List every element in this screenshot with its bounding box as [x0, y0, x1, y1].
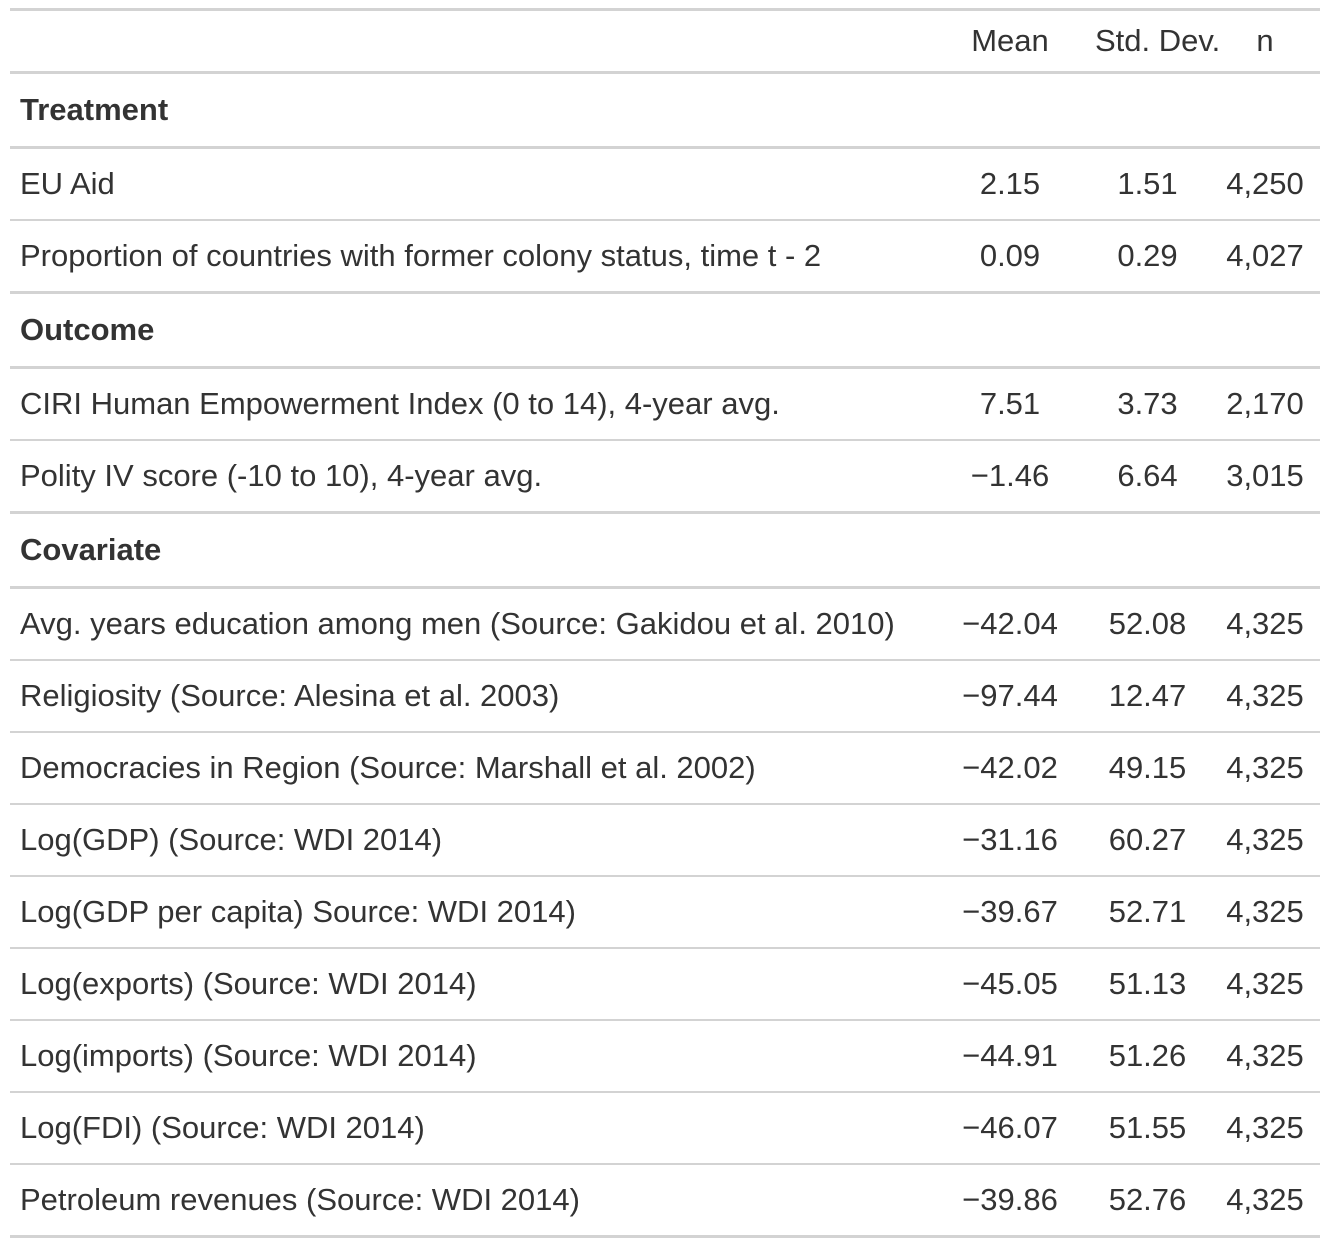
- table-row: Log(GDP per capita) Source: WDI 2014) −3…: [10, 875, 1320, 948]
- row-mean: −1.46: [935, 439, 1085, 514]
- table-row: Proportion of countries with former colo…: [10, 219, 1320, 294]
- summary-statistics-table: Mean Std. Dev. n Treatment EU Aid 2.15 1…: [10, 8, 1320, 1238]
- table-row: EU Aid 2.15 1.51 4,250: [10, 148, 1320, 221]
- row-std-dev: 6.64: [1085, 439, 1210, 514]
- row-mean: −42.02: [935, 731, 1085, 804]
- row-std-dev: 52.08: [1108, 606, 1187, 641]
- row-std-dev: 0.29: [1085, 219, 1210, 294]
- summary-statistics-table-container: Mean Std. Dev. n Treatment EU Aid 2.15 1…: [10, 8, 1320, 1238]
- row-label: EU Aid: [20, 166, 115, 201]
- row-std-dev: 60.27: [1085, 803, 1210, 876]
- group-label: Outcome: [20, 312, 155, 347]
- row-label: Religiosity (Source: Alesina et al. 2003…: [10, 659, 935, 732]
- row-n: 4,027: [1210, 219, 1320, 294]
- group-row-outcome: Outcome: [10, 293, 1320, 368]
- row-std-dev: 52.71: [1085, 875, 1210, 948]
- row-std-dev: 51.26: [1085, 1019, 1210, 1092]
- row-n: 4,325: [1210, 1163, 1320, 1238]
- group-row-covariate: Covariate: [10, 513, 1320, 588]
- row-std-dev: 52.76: [1085, 1163, 1210, 1238]
- row-label: Log(GDP) (Source: WDI 2014): [10, 803, 935, 876]
- row-mean: −31.16: [935, 803, 1085, 876]
- row-mean: 7.51: [979, 386, 1041, 421]
- row-mean: −42.04: [962, 606, 1058, 641]
- row-mean: −39.86: [935, 1163, 1085, 1238]
- row-mean: −44.91: [935, 1019, 1085, 1092]
- row-std-dev: 12.47: [1085, 659, 1210, 732]
- row-mean: 0.09: [935, 219, 1085, 294]
- table-row: Log(FDI) (Source: WDI 2014) −46.07 51.55…: [10, 1091, 1320, 1164]
- table-row: Religiosity (Source: Alesina et al. 2003…: [10, 659, 1320, 732]
- row-n: 2,170: [1226, 386, 1304, 421]
- row-n: 4,325: [1226, 606, 1304, 641]
- header-std-dev: Std. Dev.: [1095, 23, 1221, 58]
- table-row: Log(exports) (Source: WDI 2014) −45.05 5…: [10, 947, 1320, 1020]
- row-label: Log(imports) (Source: WDI 2014): [10, 1019, 935, 1092]
- header-label: [10, 10, 935, 73]
- row-n: 4,325: [1210, 947, 1320, 1020]
- row-n: 4,325: [1210, 1091, 1320, 1164]
- row-mean: −45.05: [935, 947, 1085, 1020]
- row-label: Proportion of countries with former colo…: [10, 219, 935, 294]
- row-mean: 2.15: [979, 166, 1041, 201]
- table-row: Democracies in Region (Source: Marshall …: [10, 731, 1320, 804]
- group-row-treatment: Treatment: [10, 73, 1320, 148]
- table-row: Avg. years education among men (Source: …: [10, 588, 1320, 661]
- table-row: Polity IV score (-10 to 10), 4-year avg.…: [10, 439, 1320, 514]
- group-label: Treatment: [20, 92, 169, 127]
- row-n: 4,325: [1210, 731, 1320, 804]
- row-n: 4,325: [1210, 659, 1320, 732]
- header-row: Mean Std. Dev. n: [10, 9, 1320, 73]
- row-label: Petroleum revenues (Source: WDI 2014): [10, 1163, 935, 1238]
- row-mean: −39.67: [935, 875, 1085, 948]
- row-mean: −97.44: [935, 659, 1085, 732]
- row-label: Log(exports) (Source: WDI 2014): [10, 947, 935, 1020]
- row-std-dev: 1.51: [1117, 166, 1178, 201]
- row-label: Log(FDI) (Source: WDI 2014): [10, 1091, 935, 1164]
- row-n: 4,325: [1210, 803, 1320, 876]
- group-label: Covariate: [20, 532, 162, 567]
- row-n: 4,325: [1210, 875, 1320, 948]
- row-label: Democracies in Region (Source: Marshall …: [10, 731, 935, 804]
- table-row: CIRI Human Empowerment Index (0 to 14), …: [10, 368, 1320, 441]
- row-mean: −46.07: [935, 1091, 1085, 1164]
- table-row: Log(imports) (Source: WDI 2014) −44.91 5…: [10, 1019, 1320, 1092]
- row-label: Polity IV score (-10 to 10), 4-year avg.: [10, 439, 935, 514]
- row-std-dev: 51.55: [1085, 1091, 1210, 1164]
- row-label: Avg. years education among men (Source: …: [20, 606, 895, 641]
- row-std-dev: 3.73: [1117, 386, 1178, 421]
- table-row: Log(GDP) (Source: WDI 2014) −31.16 60.27…: [10, 803, 1320, 876]
- row-n: 3,015: [1210, 439, 1320, 514]
- table-row: Petroleum revenues (Source: WDI 2014) −3…: [10, 1163, 1320, 1238]
- row-label: CIRI Human Empowerment Index (0 to 14), …: [20, 386, 780, 421]
- header-n: n: [1256, 23, 1274, 58]
- row-n: 4,250: [1226, 166, 1304, 201]
- row-label: Log(GDP per capita) Source: WDI 2014): [10, 875, 935, 948]
- header-mean: Mean: [971, 23, 1049, 58]
- row-n: 4,325: [1210, 1019, 1320, 1092]
- row-std-dev: 49.15: [1085, 731, 1210, 804]
- row-std-dev: 51.13: [1085, 947, 1210, 1020]
